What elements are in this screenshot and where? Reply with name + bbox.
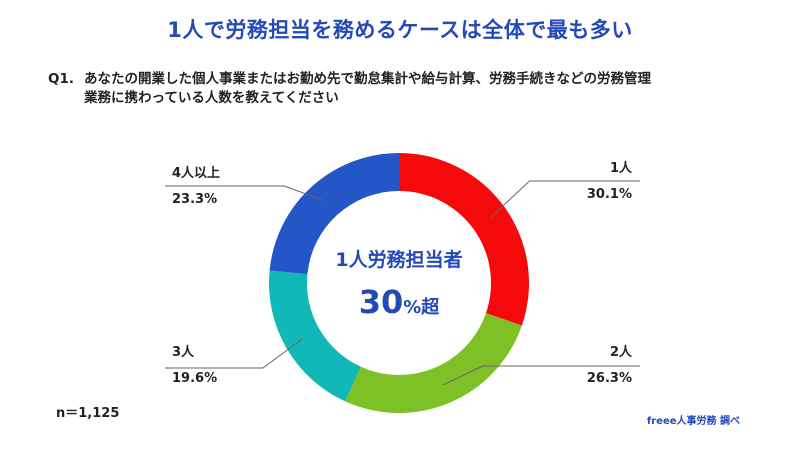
question-line-2: 業務に携わっている人数を教えてください [84,90,339,106]
leader-line-4 [165,185,325,202]
center-value-suffix: %超 [403,296,440,318]
leader-line-3 [165,338,304,369]
question-line-1: あなたの開業した個人事業またはお勤め先で勤怠集計や給与計算、労務手続きなどの労務… [84,71,651,87]
slice-value-label-4: 23.3% [172,192,217,207]
question-label: Q1. [48,71,74,87]
leader-line-2 [442,365,640,386]
question-text: Q1. あなたの開業した個人事業またはお勤め先で勤怠集計や給与計算、労務手続きなど… [48,70,768,108]
donut-slice-4 [269,153,399,275]
slice-value-label-2: 26.3% [587,371,632,386]
source-credit: freee人事労務 調べ [646,416,740,427]
leader-line-1 [489,180,640,220]
slice-value-label-3: 19.6% [172,371,217,386]
chart-title: 1人で労務担当を務めるケースは全体で最も多い [167,18,633,42]
center-label-line1: 1人労務担当者 [335,248,462,271]
sample-size: n＝1,125 [56,406,120,421]
center-value-number: 30 [359,283,404,321]
donut-slice-1 [399,153,529,326]
slice-category-label-2: 2人 [610,344,633,360]
slice-category-label-4: 4人以上 [172,165,220,181]
donut-slice-2 [345,313,522,413]
slice-category-label-1: 1人 [610,160,633,176]
slice-category-label-3: 3人 [172,344,195,360]
slice-value-label-1: 30.1% [587,187,632,202]
center-label-value: 30%超 [359,283,441,321]
donut-slice-3 [269,270,361,402]
